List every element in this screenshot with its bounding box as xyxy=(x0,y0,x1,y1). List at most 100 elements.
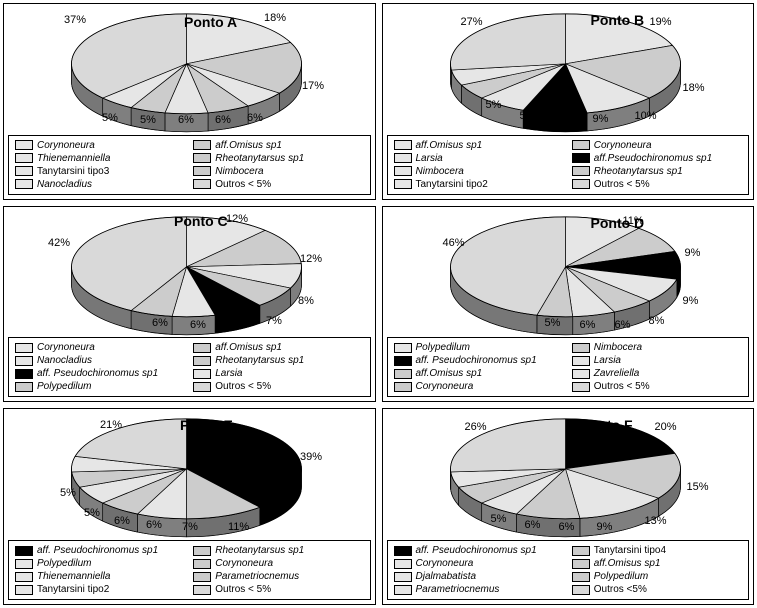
pct-label: 6% xyxy=(580,319,596,331)
pct-label: 7% xyxy=(228,319,244,331)
pct-label: 6% xyxy=(152,317,168,329)
legend-swatch xyxy=(572,356,590,366)
legend-swatch xyxy=(394,153,412,163)
legend-swatch xyxy=(394,369,412,379)
legend-label: Polypedilum xyxy=(37,380,91,393)
legend-item: Larsia xyxy=(394,152,564,165)
pct-label: 46% xyxy=(443,237,465,249)
legend-label: Larsia xyxy=(416,152,443,165)
legend-item: Corynoneura xyxy=(394,557,564,570)
legend-item: Polypedilum xyxy=(15,380,185,393)
legend-item: Nanocladius xyxy=(15,354,185,367)
legend-label: Outros < 5% xyxy=(215,178,271,191)
legend-swatch xyxy=(15,153,33,163)
legend-swatch xyxy=(15,585,33,595)
pct-label: 6% xyxy=(146,519,162,531)
legend-label: Corynoneura xyxy=(416,557,474,570)
pct-label: 5% xyxy=(486,99,502,111)
pct-label: 10% xyxy=(635,110,657,122)
legend-label: Tanytarsini tipo2 xyxy=(37,583,109,596)
pct-label: 8% xyxy=(649,315,665,327)
legend-swatch xyxy=(572,166,590,176)
legend-swatch xyxy=(15,356,33,366)
legend-label: Parametriocnemus xyxy=(215,570,299,583)
pct-label: 17% xyxy=(302,80,324,92)
legend-swatch xyxy=(572,179,590,189)
legend-item: Thienemanniella xyxy=(15,570,185,583)
legend-item: aff.Omisus sp1 xyxy=(394,367,564,380)
legend-label: Tanytarsini tipo2 xyxy=(416,178,488,191)
chart-title: Ponto B xyxy=(591,12,645,28)
pct-label: 7% xyxy=(266,315,282,327)
legend-label: Nanocladius xyxy=(37,178,92,191)
panel-a: Ponto A18%17%6%6%6%5%5%37%Corynoneuraaff… xyxy=(3,3,376,200)
legend-label: Nimbocera xyxy=(416,165,464,178)
legend-item: Nimbocera xyxy=(193,165,363,178)
chart-area: Ponto F20%15%13%9%6%6%5%26% xyxy=(383,409,754,538)
legend-swatch xyxy=(193,382,211,392)
pct-label: 5% xyxy=(491,513,507,525)
legend-item: Larsia xyxy=(572,354,742,367)
legend-label: Outros < 5% xyxy=(215,380,271,393)
legend-label: Djalmabatista xyxy=(416,570,477,583)
chart-area: Ponto B19%18%10%9%7%5%5%27% xyxy=(383,4,754,133)
legend-label: Outros < 5% xyxy=(215,583,271,596)
pct-label: 13% xyxy=(645,515,667,527)
pct-label: 6% xyxy=(190,319,206,331)
legend-swatch xyxy=(193,369,211,379)
legend-label: Outros < 5% xyxy=(594,380,650,393)
legend-swatch xyxy=(394,559,412,569)
legend-item: Rheotanytarsus sp1 xyxy=(572,165,742,178)
legend-item: Corynoneura xyxy=(193,557,363,570)
pct-label: 5% xyxy=(140,114,156,126)
legend-item: Outros <5% xyxy=(572,583,742,596)
panel-b: Ponto B19%18%10%9%7%5%5%27%aff.Omisus sp… xyxy=(382,3,755,200)
panel-c: Ponto C12%12%8%7%7%6%6%42%Corynoneuraaff… xyxy=(3,206,376,403)
legend-item: Thienemanniella xyxy=(15,152,185,165)
pct-label: 9% xyxy=(685,247,701,259)
pct-label: 12% xyxy=(226,213,248,225)
legend-item: Djalmabatista xyxy=(394,570,564,583)
legend-swatch xyxy=(394,572,412,582)
legend-item: Polypedilum xyxy=(15,557,185,570)
panel-e: Ponto E39%11%7%6%6%5%5%21%aff. Pseudochi… xyxy=(3,408,376,605)
chart-title: Ponto D xyxy=(591,215,645,231)
legend-item: Tanytarsini tipo2 xyxy=(394,178,564,191)
pct-label: 9% xyxy=(683,295,699,307)
legend-item: Outros < 5% xyxy=(193,380,363,393)
legend-swatch xyxy=(394,356,412,366)
pct-label: 9% xyxy=(593,113,609,125)
pct-label: 5% xyxy=(102,112,118,124)
chart-area: Ponto C12%12%8%7%7%6%6%42% xyxy=(4,207,375,336)
legend-label: Outros < 5% xyxy=(594,178,650,191)
pct-label: 21% xyxy=(100,419,122,431)
chart-title: Ponto A xyxy=(184,14,237,30)
legend-swatch xyxy=(193,153,211,163)
pct-label: 6% xyxy=(178,114,194,126)
pct-label: 6% xyxy=(215,114,231,126)
legend-swatch xyxy=(15,179,33,189)
chart-area: Ponto E39%11%7%6%6%5%5%21% xyxy=(4,409,375,538)
legend-label: Corynoneura xyxy=(416,380,474,393)
legend-item: Nanocladius xyxy=(15,178,185,191)
legend-label: Rheotanytarsus sp1 xyxy=(594,165,683,178)
legend-item: aff. Pseudochironomus sp1 xyxy=(394,354,564,367)
pct-label: 11% xyxy=(228,521,249,533)
pct-label: 5% xyxy=(545,317,561,329)
legend-item: Parametriocnemus xyxy=(394,583,564,596)
legend-item: Corynoneura xyxy=(394,380,564,393)
chart-area: Ponto A18%17%6%6%6%5%5%37% xyxy=(4,4,375,133)
legend-label: Rheotanytarsus sp1 xyxy=(215,354,304,367)
pct-label: 7% xyxy=(182,521,198,533)
legend-item: Outros < 5% xyxy=(572,178,742,191)
legend-swatch xyxy=(193,585,211,595)
legend-swatch xyxy=(15,382,33,392)
legend-swatch xyxy=(394,382,412,392)
chart-area: Ponto D11%9%9%8%6%6%5%46% xyxy=(383,207,754,336)
chart-title: Ponto F xyxy=(581,417,633,433)
legend-swatch xyxy=(193,356,211,366)
legend-label: Parametriocnemus xyxy=(416,583,500,596)
pie-chart xyxy=(383,207,748,355)
panel-f: Ponto F20%15%13%9%6%6%5%26%aff. Pseudoch… xyxy=(382,408,755,605)
legend-item: Rheotanytarsus sp1 xyxy=(193,152,363,165)
